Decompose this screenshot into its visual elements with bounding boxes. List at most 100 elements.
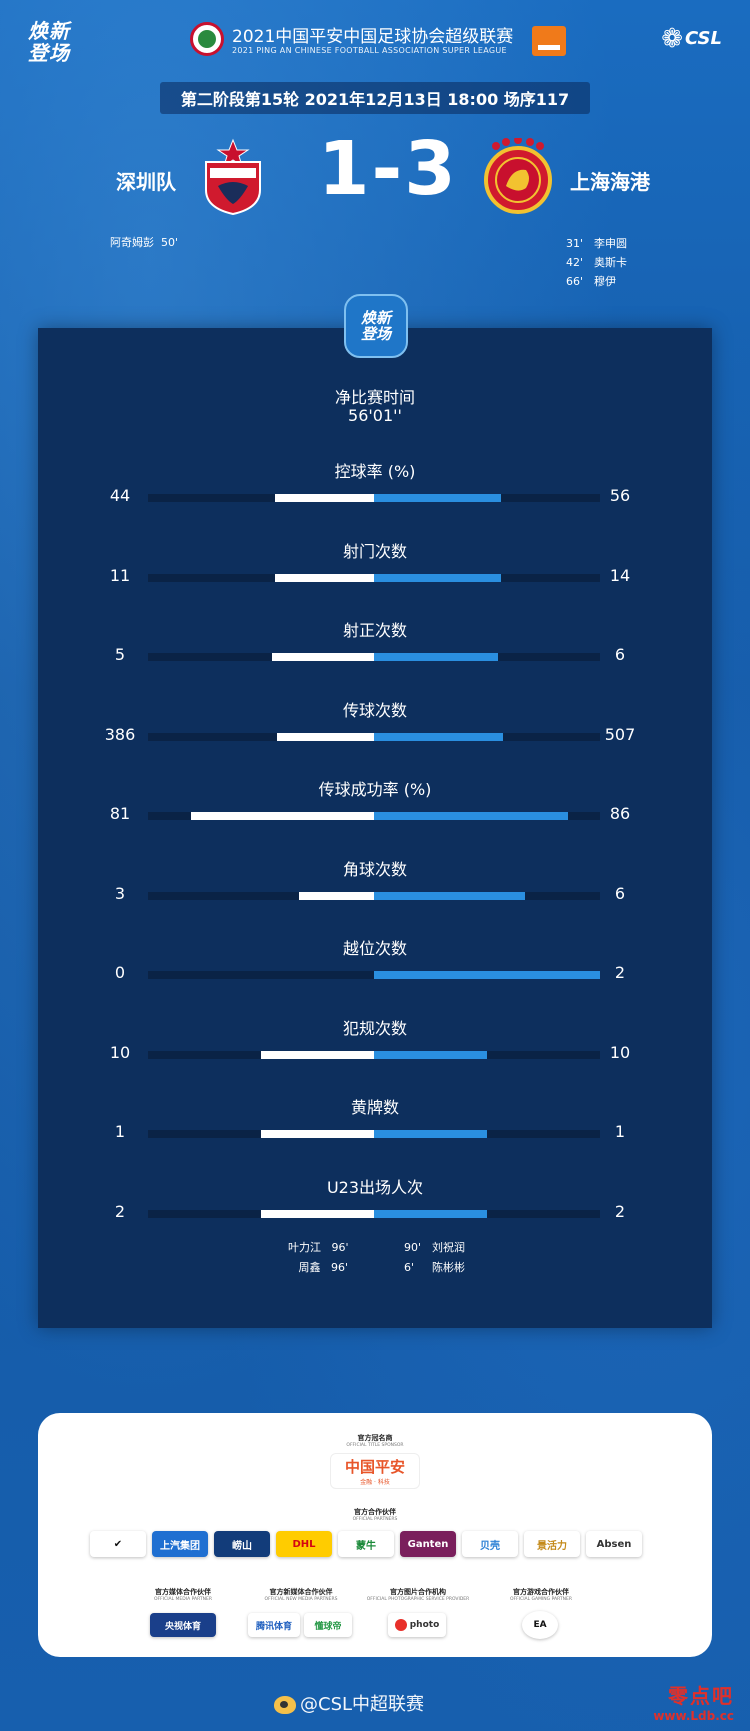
newmedia-caption: 官方新媒体合作伙伴 OFFICIAL NEW MEDIA PARTNERS bbox=[264, 1588, 338, 1602]
stat-away-bar bbox=[374, 494, 501, 502]
partner-logo-nike: ✔ bbox=[90, 1531, 146, 1557]
stat-away-value: 6 bbox=[614, 645, 626, 664]
weibo-icon bbox=[274, 1696, 296, 1714]
stat-label: 角球次数 bbox=[342, 859, 407, 879]
stat-row: 角球次数 3 6 bbox=[0, 856, 750, 916]
stat-row: 射正次数 5 6 bbox=[0, 617, 750, 677]
stat-away-value: 10 bbox=[609, 1042, 631, 1062]
media-logo-cctv: 央视体育 bbox=[150, 1613, 216, 1637]
scorer-row: 66' 穆伊 bbox=[566, 275, 616, 288]
league-emblem-icon bbox=[190, 22, 224, 56]
stat-row: 射门次数 11 14 bbox=[0, 538, 750, 598]
stat-home-bar bbox=[277, 732, 374, 741]
stat-label: 传球成功率 (%) bbox=[318, 780, 432, 799]
net-time-value: 56'01'' bbox=[348, 406, 402, 425]
stat-home-value: 386 bbox=[104, 724, 136, 744]
sub-row: 周鑫 96' bbox=[298, 1261, 349, 1274]
stat-away-bar bbox=[374, 812, 568, 820]
stat-home-bar bbox=[261, 1130, 374, 1138]
title-sponsor-caption: 官方冠名商 OFFICIAL TITLE SPONSOR bbox=[346, 1434, 404, 1448]
stat-label: 越位次数 bbox=[342, 939, 407, 958]
away-team-name: 上海海港 bbox=[570, 170, 650, 194]
gaming-logo-ea: EA bbox=[522, 1611, 558, 1639]
stat-away-value: 2 bbox=[614, 1201, 626, 1221]
stat-home-value: 2 bbox=[114, 1201, 126, 1221]
sub-row: 叶力江 96' bbox=[288, 1241, 349, 1254]
media-caption: 官方媒体合作伙伴 OFFICIAL MEDIA PARTNER bbox=[154, 1588, 212, 1602]
stat-away-bar bbox=[374, 653, 498, 661]
stat-row: 黄牌数 1 1 bbox=[0, 1094, 750, 1154]
partner-logo-ganten: Ganten bbox=[400, 1531, 456, 1557]
stat-home-bar bbox=[275, 573, 374, 582]
partner-logo-jinghuoli: 景活力 bbox=[524, 1531, 580, 1557]
scorer-row: 31' 李申圆 bbox=[566, 237, 627, 250]
stat-home-value: 0 bbox=[114, 963, 126, 982]
watermark: 零点吧 www.Ldb.cc bbox=[653, 1684, 734, 1723]
stat-away-bar bbox=[374, 732, 503, 741]
stat-away-bar bbox=[374, 1050, 487, 1059]
stat-row: 传球次数 386 507 bbox=[0, 697, 750, 757]
partners-caption: 官方合作伙伴 OFFICIAL PARTNERS bbox=[352, 1508, 398, 1522]
weibo-handle[interactable]: @CSL中超联赛 bbox=[274, 1690, 424, 1716]
gaming-caption: 官方游戏合作伙伴 OFFICIAL GAMING PARTNER bbox=[510, 1588, 572, 1602]
stat-home-value: 3 bbox=[114, 883, 126, 903]
home-team-name: 深圳队 bbox=[116, 170, 176, 194]
stat-away-value: 56 bbox=[609, 486, 631, 505]
stat-label: 射门次数 bbox=[342, 541, 407, 561]
csl-swirl-icon: ❁ bbox=[661, 24, 683, 54]
stat-home-value: 5 bbox=[114, 645, 126, 664]
stat-label: 犯规次数 bbox=[342, 1018, 407, 1038]
panel-badge: 焕新 登场 bbox=[344, 294, 408, 358]
match-info-bar: 第二阶段第15轮 2021年12月13日 18:00 场序117 bbox=[160, 82, 590, 114]
stat-label: 控球率 (%) bbox=[334, 462, 416, 481]
stat-away-value: 2 bbox=[614, 963, 626, 982]
sub-row: 6' 陈彬彬 bbox=[404, 1261, 465, 1274]
stat-row: 越位次数 0 2 bbox=[0, 935, 750, 995]
stat-label: U23出场人次 bbox=[326, 1177, 424, 1197]
stat-row: U23出场人次 2 2 bbox=[0, 1174, 750, 1234]
photo-caption: 官方图片合作机构 OFFICIAL PHOTOGRAPHIC SERVICE PR… bbox=[366, 1588, 470, 1602]
photo-dot-icon bbox=[394, 1619, 407, 1631]
scorer-row: 42' 奥斯卡 bbox=[566, 256, 627, 269]
league-title: 2021中国平安中国足球协会超级联赛 bbox=[232, 27, 514, 47]
stat-label: 黄牌数 bbox=[350, 1098, 399, 1117]
partner-logo-absen: Absen bbox=[586, 1531, 642, 1557]
net-time-label: 净比赛时间 bbox=[334, 388, 415, 407]
stat-away-bar bbox=[374, 573, 501, 582]
home-scorers: 阿奇姆彭 50' bbox=[110, 234, 178, 250]
stat-home-value: 11 bbox=[109, 565, 131, 585]
stat-away-value: 14 bbox=[609, 565, 631, 585]
newmedia-logo-tencent: 腾讯体育 bbox=[248, 1613, 300, 1637]
stat-row: 犯规次数 10 10 bbox=[0, 1015, 750, 1075]
stat-away-value: 6 bbox=[614, 883, 626, 903]
sub-row: 90' 刘祝润 bbox=[404, 1241, 465, 1254]
league-subtitle: 2021 PING AN CHINESE FOOTBALL ASSOCIATIO… bbox=[232, 46, 507, 55]
scorer-row: 阿奇姆彭 50' bbox=[110, 236, 179, 249]
photo-logo: photo bbox=[388, 1613, 446, 1637]
stat-row: 控球率 (%) 44 56 bbox=[0, 458, 750, 518]
newmedia-logo-dongqiudi: 懂球帝 bbox=[304, 1613, 352, 1637]
stat-row: 传球成功率 (%) 81 86 bbox=[0, 776, 750, 836]
stat-away-bar bbox=[374, 1130, 487, 1138]
stat-home-value: 1 bbox=[114, 1122, 126, 1141]
stat-away-value: 1 bbox=[614, 1122, 626, 1141]
stat-home-bar bbox=[191, 812, 374, 820]
stat-home-bar bbox=[275, 494, 374, 502]
stat-home-bar bbox=[261, 1050, 374, 1059]
stat-away-bar bbox=[374, 891, 525, 900]
u23-subs-away: 90' 刘祝润 6' 陈彬彬 bbox=[404, 1238, 465, 1278]
stat-home-bar bbox=[261, 1209, 374, 1218]
u23-subs-home: 叶力江 96' 周鑫 96' bbox=[288, 1238, 349, 1278]
stat-label: 射正次数 bbox=[342, 621, 407, 640]
partner-logo-beike: 贝壳 bbox=[462, 1531, 518, 1557]
away-scorers: 31' 李申圆 42' 奥斯卡 66' 穆伊 bbox=[566, 234, 627, 291]
away-crest-icon bbox=[484, 138, 552, 214]
logo-left: 焕新 登场 bbox=[28, 19, 70, 65]
partner-logo-mengniu: 蒙牛 bbox=[338, 1531, 394, 1557]
home-crest-icon bbox=[205, 138, 261, 216]
match-score: 1-3 bbox=[318, 126, 458, 212]
sponsor-badge-icon bbox=[532, 26, 566, 56]
title-sponsor-logo: 中国平安 金融 · 科技 bbox=[330, 1453, 420, 1489]
stat-away-value: 86 bbox=[609, 804, 631, 823]
partner-logo-laoshan: 崂山 bbox=[214, 1531, 270, 1557]
